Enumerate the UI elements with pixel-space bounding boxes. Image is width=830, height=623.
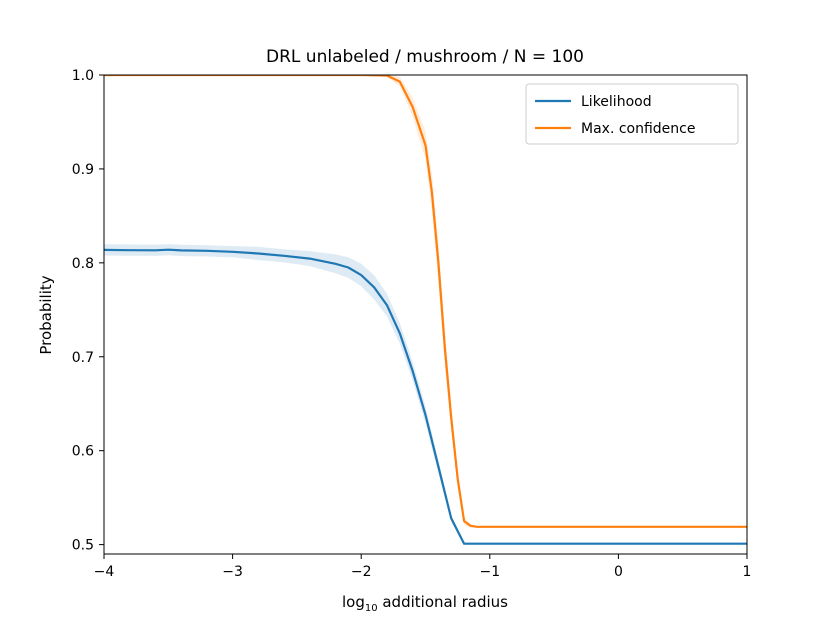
y-tick-label: 1.0 <box>72 68 94 84</box>
plot-frame <box>103 74 748 555</box>
x-tick-label: 1 <box>743 564 752 580</box>
x-axis-label-subscript: 10 <box>365 603 378 614</box>
y-tick-label: 0.8 <box>72 256 94 272</box>
x-axis-label-base: log <box>342 593 365 611</box>
legend-box <box>525 83 739 145</box>
x-tick-label: −3 <box>222 564 243 580</box>
x-tick-label: −2 <box>351 564 372 580</box>
legend-entry-label: Likelihood <box>581 94 652 110</box>
max-confidence-line <box>104 75 747 528</box>
y-axis-label: Probability <box>37 275 55 354</box>
x-axis-label: log10 additional radius <box>342 593 508 614</box>
series-lines <box>104 75 747 545</box>
y-tick-label: 0.5 <box>72 538 94 554</box>
x-tick-label: −4 <box>94 564 115 580</box>
x-tick-label: −1 <box>479 564 500 580</box>
x-axis-ticks: −4 −3 −2 −1 0 1 <box>94 554 752 580</box>
likelihood-line <box>104 248 747 545</box>
chart-title: DRL unlabeled / mushroom / N = 100 <box>266 47 584 67</box>
legend-entry-label: Max. confidence <box>581 121 695 137</box>
y-axis-ticks: 0.5 0.6 0.7 0.8 0.9 1.0 <box>72 68 104 554</box>
y-tick-label: 0.6 <box>72 444 94 460</box>
x-tick-label: 0 <box>614 564 623 580</box>
y-tick-label: 0.9 <box>72 162 94 178</box>
legend: Likelihood Max. confidence <box>525 83 739 145</box>
x-axis-label-rest: additional radius <box>378 593 509 611</box>
y-tick-label: 0.7 <box>72 350 94 366</box>
